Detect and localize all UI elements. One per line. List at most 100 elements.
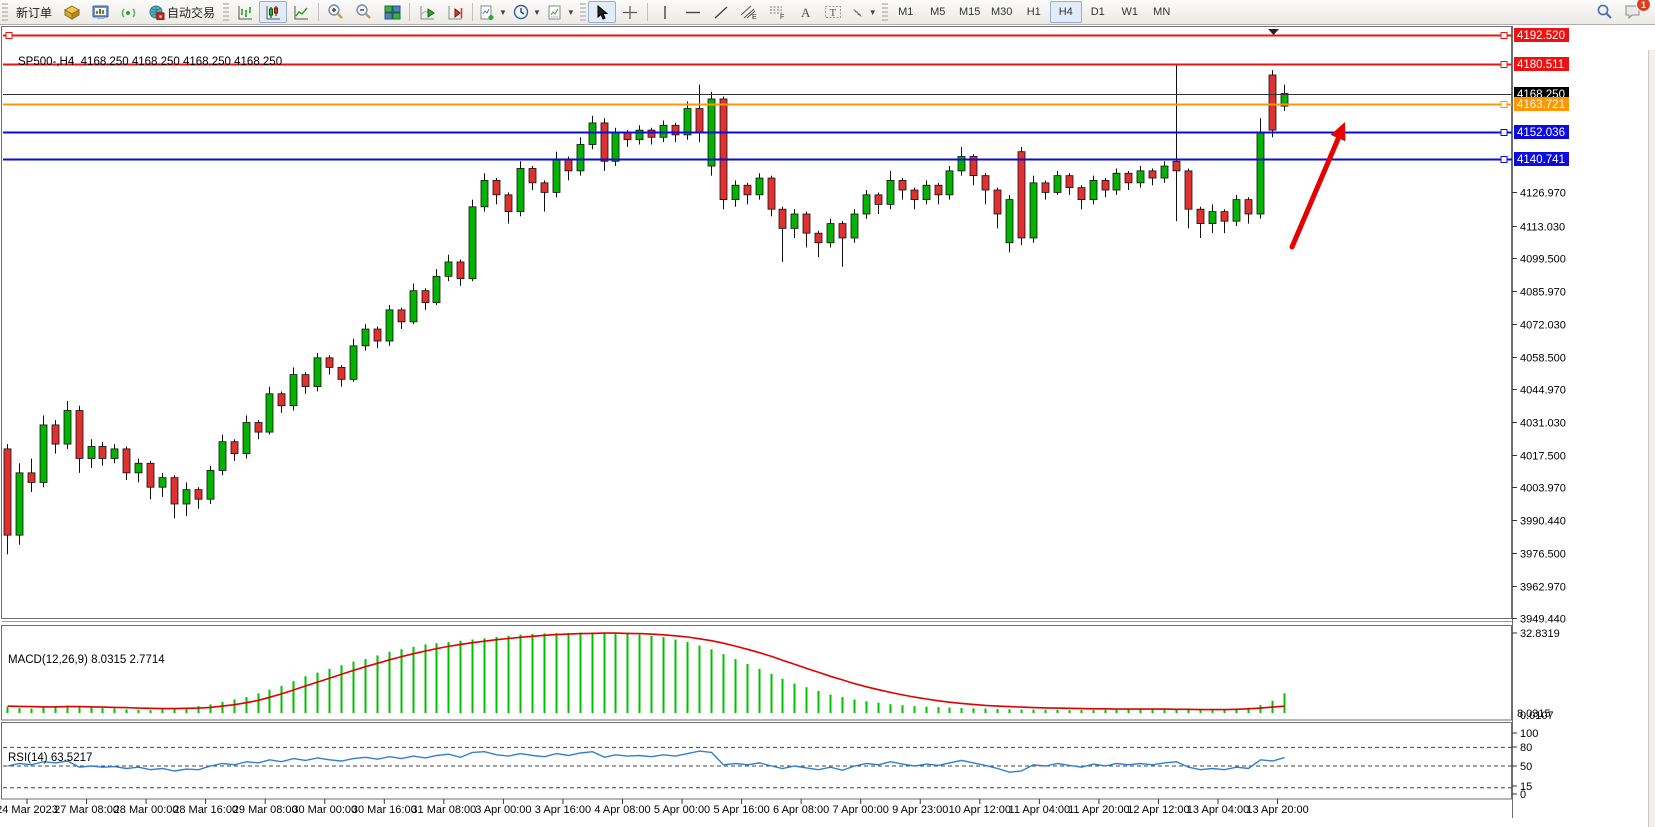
cursor-button[interactable] <box>587 1 616 23</box>
time-tick-label: 31 Mar 08:00 <box>411 804 476 816</box>
zoom-in-button[interactable] <box>322 1 350 23</box>
timeframe-m15-button[interactable]: M15 <box>954 1 986 23</box>
arrows-icon <box>852 8 862 17</box>
time-tick-label: 24 Mar 2023 <box>0 804 58 816</box>
auto-trading-button[interactable]: 自动交易 <box>142 1 221 23</box>
timeframe-m5-button[interactable]: M5 <box>922 1 954 23</box>
level-handle[interactable] <box>1500 156 1508 163</box>
candle-body <box>767 177 776 210</box>
level-handle[interactable] <box>1500 61 1508 68</box>
vertical-line-button[interactable] <box>651 1 679 23</box>
candle-body <box>39 424 48 483</box>
annotation-arrow-shaft[interactable] <box>1289 136 1341 250</box>
horizontal-line-icon <box>685 11 700 13</box>
timeframe-h1-button[interactable]: H1 <box>1018 1 1050 23</box>
annotation-arrow-head[interactable] <box>1330 122 1346 142</box>
candle-body <box>134 462 143 474</box>
macd-scale-bottom: 0.0107 <box>1520 710 1554 722</box>
chat-button[interactable]: 1 <box>1619 0 1651 23</box>
time-tick-label: 28 Mar 00:00 <box>114 804 179 816</box>
chart-shift-button[interactable] <box>441 1 469 23</box>
time-tick-label: 4 Apr 08:00 <box>594 804 650 816</box>
level-handle[interactable] <box>1500 32 1508 39</box>
timeframes-button[interactable]: ▼ <box>510 1 544 23</box>
indicators-button[interactable]: ▼ <box>476 1 510 23</box>
candle-body <box>790 213 799 229</box>
candle-body <box>122 448 131 474</box>
timeframe-h4-button[interactable]: H4 <box>1049 1 1082 23</box>
candle-body <box>1160 165 1169 179</box>
text-label-button[interactable]: T <box>819 1 847 23</box>
candlestick-chart-button[interactable] <box>259 1 288 23</box>
arrows-button[interactable]: ▼ <box>847 1 880 23</box>
fibonacci-button[interactable]: F <box>763 1 791 23</box>
templates-button[interactable]: ▼ <box>544 1 578 23</box>
rsi-scale-label: 80 <box>1520 742 1532 754</box>
candle-body <box>1053 175 1062 193</box>
candle-body <box>528 168 537 184</box>
chart-canvas[interactable]: 4126.970 4113.030 4099.500 4085.970 4072.030… <box>0 25 1655 827</box>
crosshair-button[interactable] <box>616 1 644 23</box>
new-order-button[interactable]: 新订单 <box>10 1 58 23</box>
svg-text:A: A <box>801 5 811 20</box>
market-watch-button[interactable] <box>86 1 114 23</box>
timeframe-w1-button[interactable]: W1 <box>1114 1 1146 23</box>
toolbar-grip[interactable] <box>579 3 586 21</box>
macd-panel-frame <box>1 625 1512 721</box>
level-handle[interactable] <box>1500 101 1508 108</box>
candle-body <box>1112 172 1121 191</box>
candle-body <box>1077 187 1086 201</box>
candle-body <box>719 98 728 201</box>
candle-body <box>230 441 239 455</box>
candle-body <box>731 184 740 201</box>
candle-body <box>27 472 36 483</box>
toolbar-grip[interactable] <box>881 3 888 21</box>
symbol-timeframe: SP500-,H4 <box>18 56 75 68</box>
candle-body <box>838 223 847 239</box>
level-price-label-box <box>1514 57 1569 71</box>
line-chart-icon <box>294 5 308 19</box>
candle-body <box>611 132 620 162</box>
candle-body <box>158 477 167 488</box>
search-button[interactable] <box>1591 1 1619 23</box>
macd-value-marker: 8.0315 <box>1517 708 1551 720</box>
candle-body <box>385 309 394 342</box>
timeframe-mn-button[interactable]: MN <box>1146 1 1178 23</box>
timeframe-d1-button[interactable]: D1 <box>1082 1 1114 23</box>
level-price-label-box <box>1514 28 1569 42</box>
candle-body <box>755 177 764 196</box>
equidistant-channel-button[interactable]: E <box>735 1 763 23</box>
package-icon-button[interactable] <box>58 1 86 23</box>
price-tick-label: 4113.030 <box>1520 222 1565 234</box>
candlestick-chart-icon <box>266 5 280 19</box>
macd-scale-max: 32.8319 <box>1520 628 1560 640</box>
signal-button[interactable] <box>114 1 142 23</box>
candle-body <box>1148 170 1157 179</box>
level-handle[interactable] <box>1500 129 1508 136</box>
toolbar-grip[interactable] <box>223 3 230 21</box>
timeframe-m1-button[interactable]: M1 <box>890 1 922 23</box>
bar-chart-button[interactable] <box>231 1 259 23</box>
templates-dropdown-caret: ▼ <box>566 7 575 17</box>
text-button[interactable]: A <box>791 1 819 23</box>
candle-body <box>981 175 990 191</box>
candle-body <box>3 448 12 536</box>
zoom-out-button[interactable] <box>350 1 378 23</box>
candle-body <box>850 213 859 239</box>
candle-body <box>1124 172 1133 184</box>
indicators-dropdown-caret: ▼ <box>499 7 507 17</box>
auto-scroll-button[interactable] <box>413 1 441 23</box>
level-handle[interactable] <box>5 32 13 39</box>
trendline-button[interactable] <box>707 1 735 23</box>
line-chart-button[interactable] <box>287 1 315 23</box>
candle-body <box>1268 74 1277 131</box>
candle-body <box>659 124 668 138</box>
timeframe-m30-button[interactable]: M30 <box>986 1 1018 23</box>
price-tick-label: 3962.970 <box>1520 582 1566 594</box>
horizontal-line-button[interactable] <box>679 1 707 23</box>
toolbar-grip[interactable] <box>2 3 8 21</box>
templates-icon <box>548 5 561 19</box>
candle-body <box>516 168 525 212</box>
tile-windows-button[interactable] <box>378 1 406 23</box>
candle-body <box>397 309 406 323</box>
